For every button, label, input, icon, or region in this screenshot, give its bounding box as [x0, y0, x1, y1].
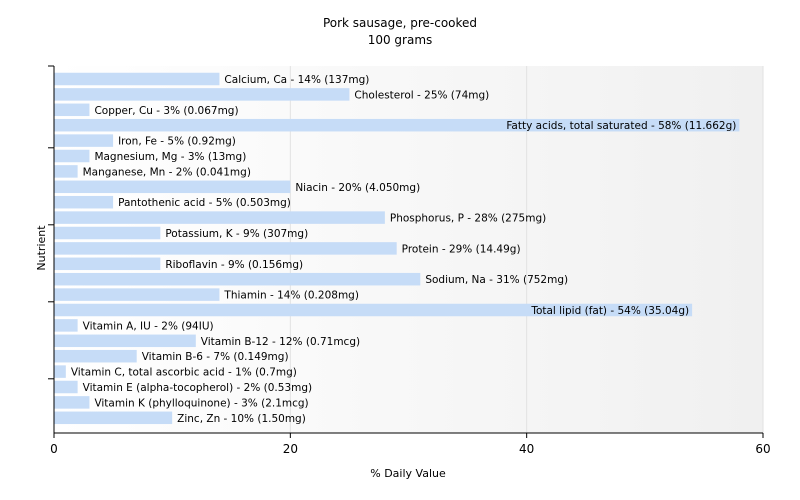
bar-10 [54, 226, 161, 240]
bar-label-21: Vitamin K (phylloquinone) - 3% (2.1mcg) [94, 397, 308, 409]
bar-16 [54, 319, 78, 332]
bar-label-3: Fatty acids, total saturated - 58% (11.6… [506, 120, 736, 132]
bar-label-5: Magnesium, Mg - 3% (13mg) [94, 151, 246, 163]
bar-9 [54, 211, 385, 224]
bar-7 [54, 180, 291, 194]
bar-label-10: Potassium, K - 9% (307mg) [165, 228, 308, 240]
bar-15 [54, 303, 693, 317]
bar-label-16: Vitamin A, IU - 2% (94IU) [83, 320, 214, 332]
x-tick-label-40: 40 [519, 442, 534, 456]
x-axis-label: % Daily Value [370, 467, 446, 480]
bar-label-1: Cholesterol - 25% (74mg) [354, 89, 489, 101]
chart-subtitle: 100 grams [368, 33, 433, 47]
bar-13 [54, 272, 421, 286]
bar-14 [54, 288, 220, 301]
bar-21 [54, 396, 90, 409]
bar-1 [54, 88, 350, 101]
bar-20 [54, 380, 78, 394]
bar-11 [54, 242, 397, 255]
x-tick-label-0: 0 [50, 442, 58, 456]
bar-22 [54, 411, 173, 425]
bar-0 [54, 72, 220, 86]
bar-label-4: Iron, Fe - 5% (0.92mg) [118, 136, 236, 148]
bar-17 [54, 334, 196, 348]
bar-6 [54, 165, 78, 178]
bar-12 [54, 257, 161, 271]
bar-label-18: Vitamin B-6 - 7% (0.149mg) [142, 351, 289, 363]
bar-label-8: Pantothenic acid - 5% (0.503mg) [118, 197, 291, 209]
bar-5 [54, 149, 90, 163]
bar-label-6: Manganese, Mn - 2% (0.041mg) [83, 166, 251, 178]
axes [48, 65, 763, 438]
bar-label-9: Phosphorus, P - 28% (275mg) [390, 213, 546, 225]
bar-label-22: Zinc, Zn - 10% (1.50mg) [177, 413, 306, 425]
bar-label-13: Sodium, Na - 31% (752mg) [425, 274, 568, 286]
bar-label-19: Vitamin C, total ascorbic acid - 1% (0.7… [71, 367, 297, 379]
x-tick-label-20: 20 [283, 442, 298, 456]
bar-2 [54, 103, 90, 117]
bars [54, 72, 740, 425]
bar-labels: Calcium, Ca - 14% (137mg) Cholesterol - 2… [71, 74, 737, 425]
bar-3 [54, 118, 740, 132]
bar-label-17: Vitamin B-12 - 12% (0.71mcg) [201, 336, 360, 348]
chart-title: Pork sausage, pre-cooked [323, 16, 477, 30]
bar-label-20: Vitamin E (alpha-tocopherol) - 2% (0.53m… [83, 382, 313, 394]
bar-label-7: Niacin - 20% (4.050mg) [295, 182, 420, 194]
bar-label-14: Thiamin - 14% (0.208mg) [223, 290, 359, 302]
bar-4 [54, 134, 114, 147]
bar-label-0: Calcium, Ca - 14% (137mg) [224, 74, 369, 86]
x-tick-label-60: 60 [755, 442, 770, 456]
bar-18 [54, 349, 137, 363]
x-tick-labels: 0 20 40 60 [50, 433, 771, 456]
bar-8 [54, 195, 114, 209]
bar-label-12: Riboflavin - 9% (0.156mg) [165, 259, 303, 271]
bar-19 [54, 365, 66, 378]
bar-label-2: Copper, Cu - 3% (0.067mg) [94, 105, 238, 117]
bar-label-15: Total lipid (fat) - 54% (35.04g) [530, 305, 689, 317]
y-axis-label: Nutrient [35, 225, 48, 271]
bar-label-11: Protein - 29% (14.49g) [402, 243, 521, 255]
